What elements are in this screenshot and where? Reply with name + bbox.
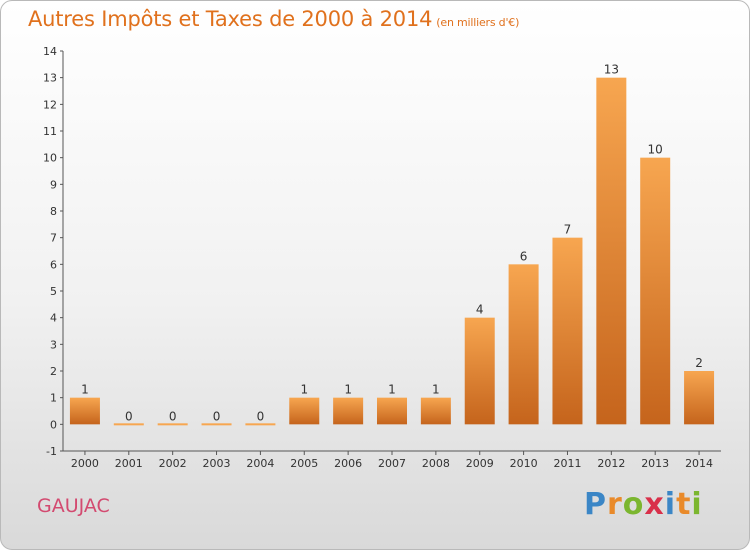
y-tick-label: 6 <box>50 258 57 271</box>
y-tick-label: 0 <box>50 418 57 431</box>
x-tick-label: 2006 <box>334 457 362 470</box>
y-tick-label: 4 <box>50 312 57 325</box>
bar <box>552 237 583 425</box>
y-tick-label: 5 <box>50 285 57 298</box>
value-label: 10 <box>648 143 663 157</box>
bar <box>245 423 276 426</box>
y-tick-label: 13 <box>43 72 57 85</box>
value-label: 7 <box>564 223 572 237</box>
value-label: 1 <box>388 383 396 397</box>
value-label: 13 <box>604 63 619 77</box>
value-label: 4 <box>476 303 484 317</box>
bar <box>289 397 320 425</box>
bar <box>596 77 627 425</box>
bar <box>464 317 495 425</box>
bar <box>157 423 188 426</box>
bar <box>333 397 364 425</box>
value-label: 0 <box>213 409 221 423</box>
bar <box>377 397 407 425</box>
x-tick-label: 2003 <box>203 457 231 470</box>
y-tick-label: 10 <box>43 152 57 165</box>
bar <box>113 423 144 426</box>
logo-letter: t <box>676 487 692 522</box>
bar <box>201 423 232 426</box>
logo-letter: r <box>607 487 623 522</box>
x-tick-label: 2004 <box>246 457 274 470</box>
x-tick-label: 2013 <box>641 457 669 470</box>
y-tick-label: 2 <box>50 365 57 378</box>
x-tick-label: 2001 <box>115 457 143 470</box>
y-tick-label: 14 <box>43 45 57 58</box>
chart-title: Autres Impôts et Taxes de 2000 à 2014 (en… <box>28 7 519 31</box>
y-tick-label: 8 <box>50 205 57 218</box>
proxiti-logo: Proxiti <box>584 487 703 522</box>
x-tick-label: 2014 <box>685 457 713 470</box>
commune-name: GAUJAC <box>37 495 110 517</box>
chart-unit: (en milliers d'€) <box>436 16 520 29</box>
x-tick-label: 2005 <box>290 457 318 470</box>
value-label: 1 <box>81 383 89 397</box>
x-tick-label: 2009 <box>466 457 494 470</box>
value-label: 1 <box>432 383 440 397</box>
x-tick-label: 2012 <box>597 457 625 470</box>
logo-letter: P <box>584 487 607 522</box>
x-tick-label: 2011 <box>553 457 581 470</box>
bar <box>420 397 451 425</box>
value-label: 2 <box>695 356 703 370</box>
logo-letter: i <box>691 487 703 522</box>
logo-letter: i <box>664 487 677 522</box>
chart-title-text: Autres Impôts et Taxes de 2000 à 2014 <box>28 7 433 31</box>
y-tick-label: 7 <box>50 232 57 245</box>
bar <box>69 397 100 425</box>
y-tick-label: 9 <box>50 178 57 191</box>
value-label: 0 <box>125 409 133 423</box>
value-label: 6 <box>520 249 528 263</box>
y-tick-label: 1 <box>50 392 57 405</box>
x-tick-label: 2010 <box>510 457 538 470</box>
x-tick-label: 2008 <box>422 457 450 470</box>
x-tick-label: 2007 <box>378 457 406 470</box>
y-tick-label: 3 <box>50 338 57 351</box>
x-tick-label: 2000 <box>71 457 99 470</box>
value-label: 0 <box>169 409 177 423</box>
bar <box>640 157 671 425</box>
logo-letter: o <box>622 487 645 522</box>
bar <box>508 264 539 425</box>
value-label: 1 <box>300 383 308 397</box>
y-tick-label: 12 <box>43 98 57 111</box>
value-label: 0 <box>257 409 265 423</box>
y-tick-label: -1 <box>46 445 57 458</box>
bar <box>684 371 715 425</box>
y-tick-label: 11 <box>43 125 57 138</box>
logo-letter: x <box>644 487 665 522</box>
value-label: 1 <box>344 383 352 397</box>
x-tick-label: 2002 <box>159 457 187 470</box>
